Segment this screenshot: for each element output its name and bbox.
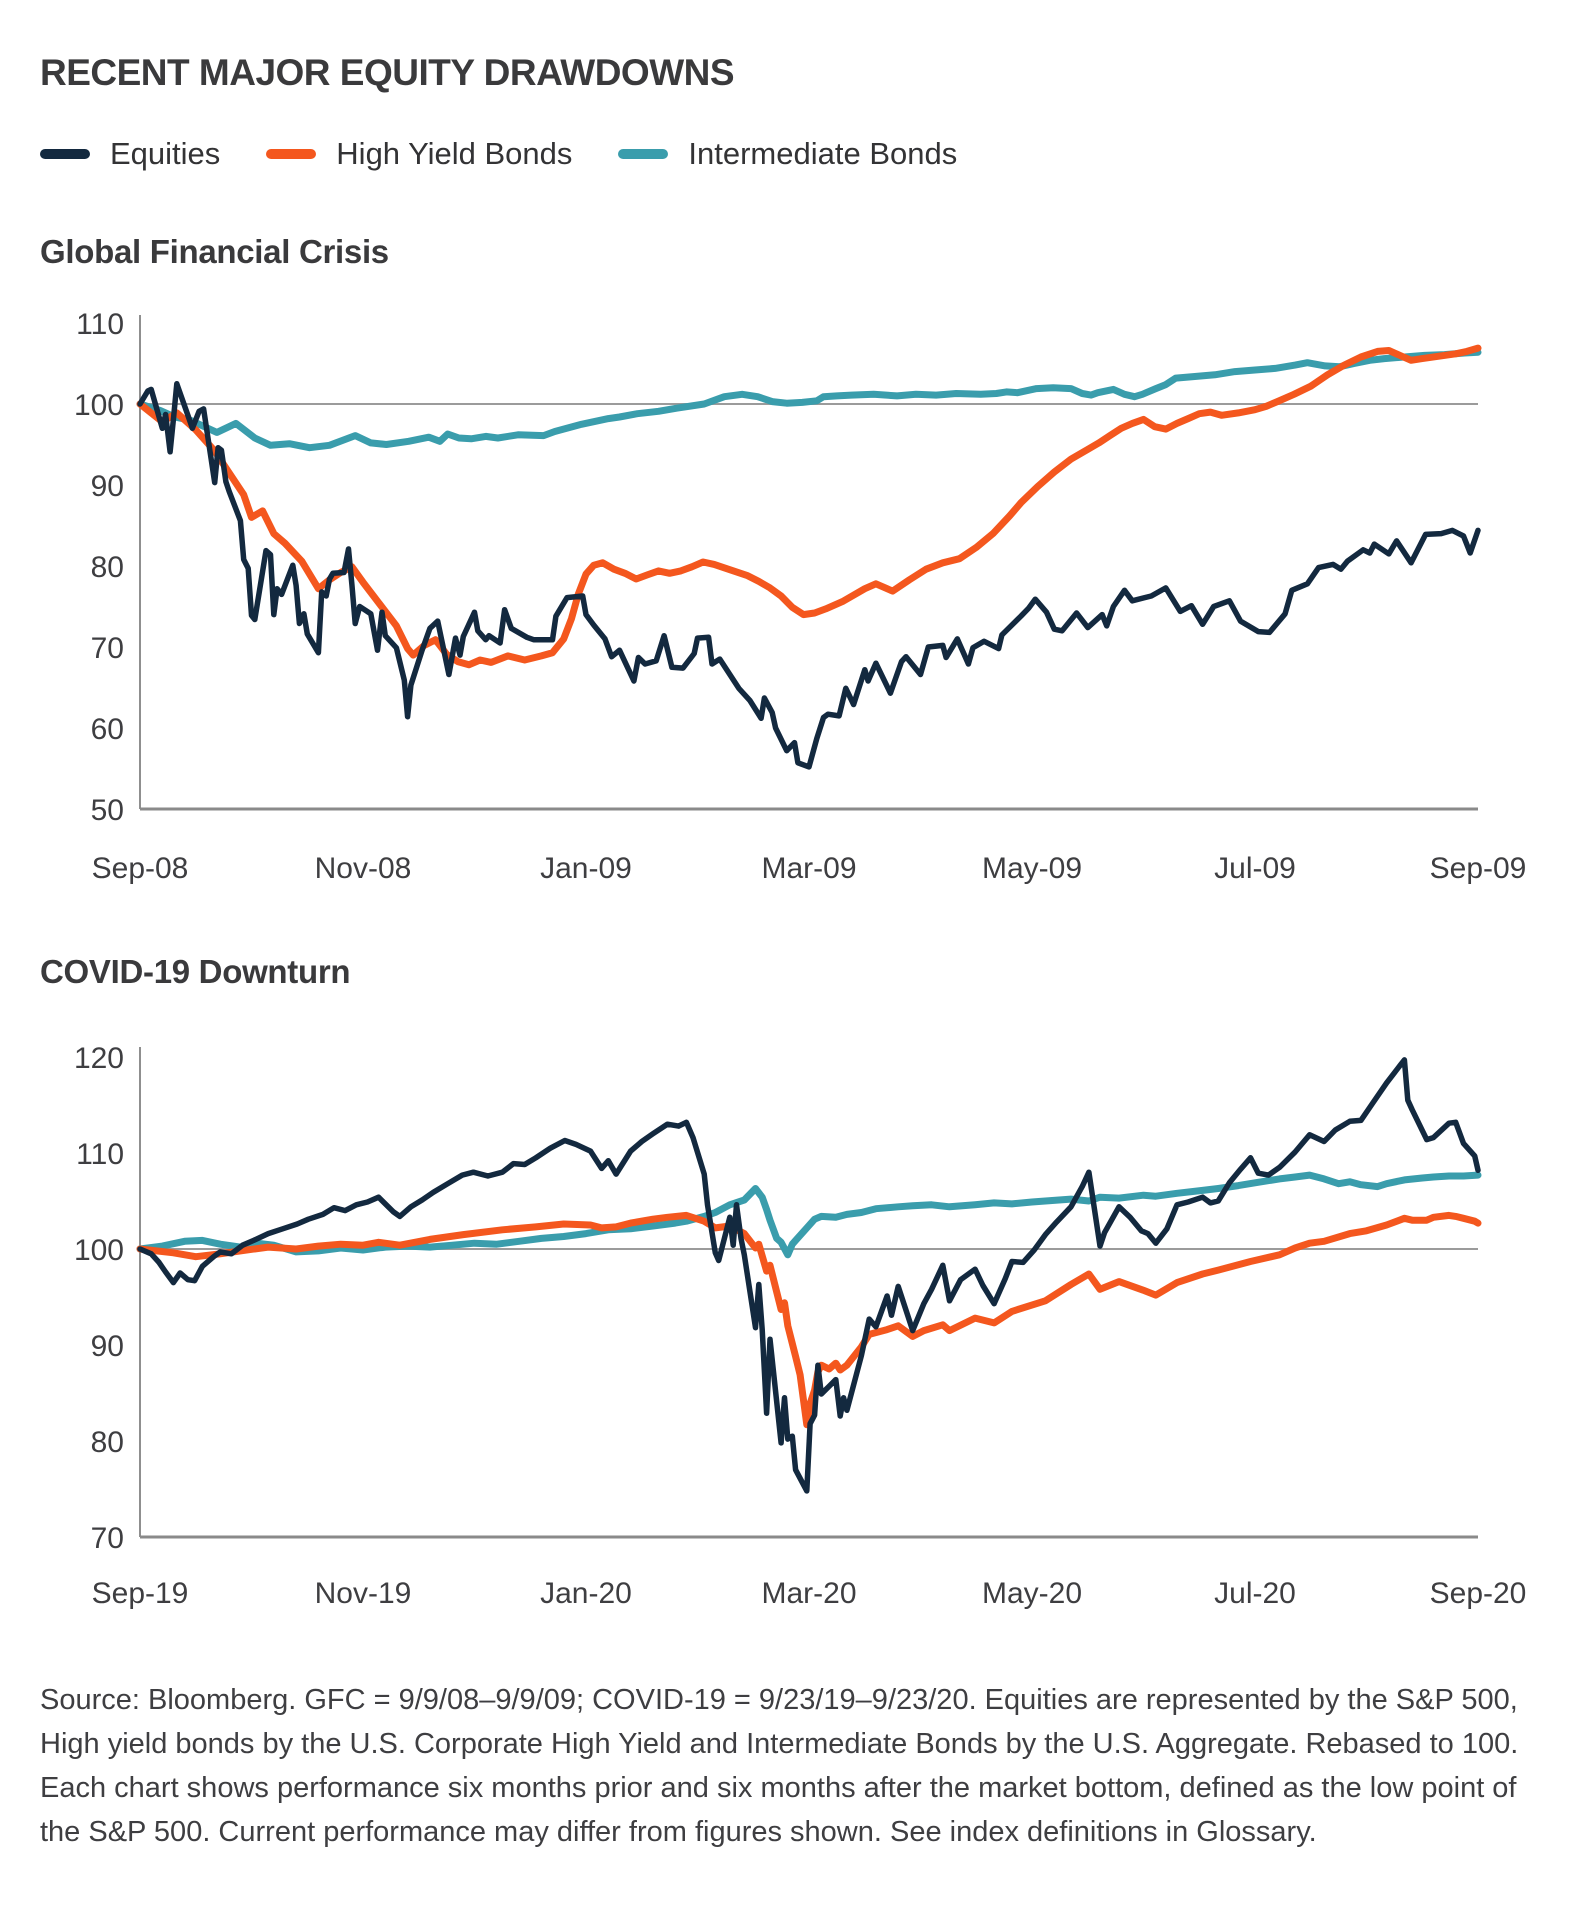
y-tick-label: 70 [91,632,124,665]
x-tick-label: Jan-09 [540,852,632,885]
chart-legend: Equities High Yield Bonds Intermediate B… [40,136,1003,172]
legend-label: High Yield Bonds [336,136,573,171]
chart-title-gfc: Global Financial Crisis [40,233,389,270]
y-tick-label: 120 [74,1042,124,1075]
series-equities-line [137,381,1481,770]
intermediate-bonds-swatch-icon [618,149,669,159]
y-tick-label: 80 [91,1426,124,1459]
y-tick-label: 110 [76,1138,124,1171]
x-tick-label: May-20 [982,1577,1082,1610]
chart-gfc: 110 100 90 80 70 60 50 Sep-08 Nov-08 Jan-09 Mar-09… [74,308,1527,885]
y-tick-label: 90 [91,1330,124,1363]
legend-item-equities: Equities [40,136,220,172]
x-tick-label: Sep-20 [1430,1577,1527,1610]
series-equities-line [137,1057,1481,1494]
y-tick-label: 70 [91,1522,124,1555]
x-tick-label: Jul-20 [1214,1577,1296,1610]
x-tick-label: Nov-19 [315,1577,412,1610]
chart-title-covid: COVID-19 Downturn [40,953,351,990]
x-tick-label: Sep-09 [1430,852,1527,885]
y-tick-label: 60 [91,713,124,746]
page-title: RECENT MAJOR EQUITY DRAWDOWNS [40,52,735,93]
high-yield-bonds-swatch-icon [266,149,317,159]
y-tick-label: 100 [74,1234,124,1267]
y-tick-label: 50 [91,794,124,827]
chart-covid: 120 110 100 90 80 70 Sep-19 Nov-19 Jan-20 Mar-20 M… [74,1042,1527,1610]
series-intermediate-bonds-line [136,1171,1482,1259]
x-tick-label: Sep-19 [92,1577,189,1610]
x-tick-label: Mar-09 [761,852,856,885]
y-tick-label: 100 [74,389,124,422]
y-tick-label: 110 [76,308,124,341]
equities-swatch-icon [40,149,90,159]
x-tick-label: Jul-09 [1214,852,1296,885]
x-tick-label: Nov-08 [315,852,412,885]
legend-label: Intermediate Bonds [688,136,958,171]
y-tick-label: 80 [91,551,124,584]
source-footnote: Source: Bloomberg. GFC = 9/9/08–9/9/09; … [40,1684,1519,1848]
legend-label: Equities [110,136,221,171]
x-tick-label: Sep-08 [92,852,189,885]
x-tick-label: Mar-20 [761,1577,856,1610]
series-intermediate-bonds-line [136,348,1482,452]
legend-item-intermediate-bonds: Intermediate Bonds [618,136,957,172]
x-tick-label: May-09 [982,852,1082,885]
series-high-yield-bonds-line [136,344,1482,669]
y-tick-label: 90 [91,470,124,503]
series-high-yield-bonds-line [136,1211,1482,1429]
legend-item-high-yield-bonds: High Yield Bonds [266,136,572,172]
x-tick-label: Jan-20 [540,1577,632,1610]
